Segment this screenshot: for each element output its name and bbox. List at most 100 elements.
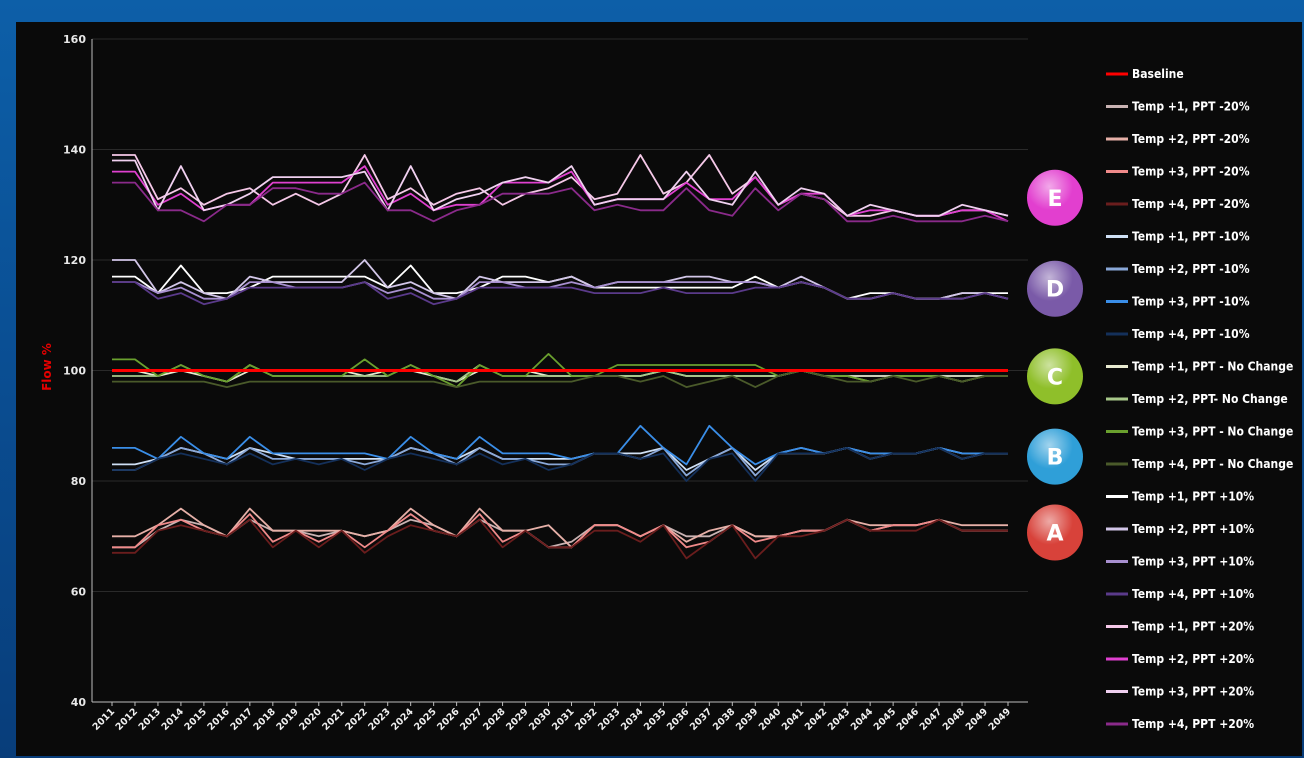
legend-label: Temp +4, PPT -20% bbox=[1132, 197, 1250, 211]
legend-item: Temp +4, PPT - No Change bbox=[1106, 457, 1293, 471]
x-tick-label: 2045 bbox=[872, 706, 898, 732]
x-tick-label: 2030 bbox=[527, 706, 554, 733]
chart-frame: Flow % 40 60 80 100 120 140 160 2011 2012 2013 201… bbox=[16, 22, 1302, 756]
y-tick-label: 100 bbox=[63, 365, 86, 378]
x-tick-label: 2025 bbox=[412, 706, 438, 732]
legend-item: Temp +3, PPT -10% bbox=[1106, 295, 1250, 309]
x-tick-label: 2047 bbox=[918, 706, 944, 732]
badge-c: C bbox=[1027, 348, 1083, 405]
legend-label: Temp +3, PPT - No Change bbox=[1132, 425, 1293, 439]
legend-item: Temp +2, PPT +10% bbox=[1106, 522, 1254, 536]
x-tick-label: 2043 bbox=[826, 706, 852, 732]
series-line-temp-4-ppt-20 bbox=[112, 518, 1008, 560]
legend-label: Temp +1, PPT -10% bbox=[1132, 230, 1250, 244]
x-tick-label: 2046 bbox=[895, 706, 922, 733]
x-tick-label: 2014 bbox=[160, 706, 187, 733]
badge-b: B bbox=[1027, 428, 1083, 485]
badge-a: A bbox=[1027, 504, 1083, 561]
x-tick-label: 2012 bbox=[114, 706, 140, 732]
x-tick-label: 2040 bbox=[757, 706, 784, 733]
legend-label: Baseline bbox=[1132, 67, 1184, 81]
legend-item: Temp +3, PPT +10% bbox=[1106, 555, 1254, 569]
series-line-temp-1-ppt-10 bbox=[112, 264, 1008, 300]
series-line-temp-1-ppt-20 bbox=[112, 154, 1009, 217]
x-tick-label: 2017 bbox=[228, 706, 254, 732]
x-tick-label: 2028 bbox=[481, 706, 508, 733]
x-tick-label: 2039 bbox=[734, 706, 760, 732]
y-tick-label: 120 bbox=[63, 254, 86, 267]
x-tick-label: 2038 bbox=[711, 706, 738, 733]
x-tick-label: 2019 bbox=[274, 706, 300, 732]
legend-label: Temp +4, PPT +20% bbox=[1132, 717, 1254, 731]
legend-item: Temp +2, PPT -20% bbox=[1106, 132, 1250, 146]
badge-e: E bbox=[1027, 169, 1083, 226]
legend-label: Temp +3, PPT +20% bbox=[1132, 685, 1254, 699]
series-line-temp-4-ppt-20 bbox=[112, 181, 1009, 223]
badge-gloss bbox=[1027, 428, 1083, 485]
x-tick-label: 2033 bbox=[596, 706, 622, 732]
legend-label: Temp +1, PPT -20% bbox=[1132, 100, 1250, 114]
legend-label: Temp +3, PPT -10% bbox=[1132, 295, 1250, 309]
series-line-temp-3-ppt-10 bbox=[112, 281, 1009, 300]
x-tick-label: 2036 bbox=[665, 706, 692, 733]
x-tick-label: 2048 bbox=[941, 706, 968, 733]
legend-label: Temp +4, PPT - No Change bbox=[1132, 457, 1293, 471]
legend-item: Temp +4, PPT +20% bbox=[1106, 717, 1254, 731]
x-tick-label: 2022 bbox=[343, 706, 369, 732]
badge-gloss bbox=[1027, 504, 1083, 561]
x-tick-label: 2034 bbox=[619, 706, 646, 733]
series-line-temp-4-ppt-10 bbox=[112, 446, 1008, 482]
badge-gloss bbox=[1027, 260, 1083, 317]
x-tick-label: 2029 bbox=[504, 706, 530, 732]
series-lines bbox=[112, 154, 1009, 560]
legend-label: Temp +2, PPT +10% bbox=[1132, 522, 1254, 536]
legend-item: Temp +2, PPT- No Change bbox=[1106, 392, 1288, 406]
axes: Flow % 406080100120140160201120122013201… bbox=[40, 33, 1028, 733]
badge-label: B bbox=[1047, 446, 1064, 471]
y-tick-label: 40 bbox=[71, 696, 87, 709]
legend-item: Temp +2, PPT +20% bbox=[1106, 652, 1254, 666]
legend-item: Temp +4, PPT +10% bbox=[1106, 587, 1254, 601]
y-axis-label: Flow % bbox=[40, 343, 54, 391]
x-tick-label: 2016 bbox=[206, 706, 233, 733]
legend-item: Temp +3, PPT -20% bbox=[1106, 165, 1250, 179]
legend-label: Temp +4, PPT -10% bbox=[1132, 327, 1250, 341]
legend-label: Temp +3, PPT -20% bbox=[1132, 165, 1250, 179]
x-tick-label: 2032 bbox=[573, 706, 599, 732]
series-line-temp-3-ppt-10 bbox=[112, 424, 1008, 466]
x-tick-label: 2049 bbox=[964, 706, 990, 732]
legend-label: Temp +2, PPT -10% bbox=[1132, 262, 1250, 276]
legend-item: Temp +1, PPT -10% bbox=[1106, 230, 1250, 244]
legend-label: Temp +1, PPT +10% bbox=[1132, 490, 1254, 504]
legend-item: Temp +1, PPT -20% bbox=[1106, 100, 1250, 114]
x-tick-label: 2037 bbox=[688, 706, 714, 732]
legend-label: Temp +1, PPT - No Change bbox=[1132, 360, 1293, 374]
y-tick-label: 80 bbox=[71, 475, 87, 488]
group-badges: E D C B A bbox=[1027, 169, 1083, 561]
badge-d: D bbox=[1027, 260, 1083, 317]
badge-label: C bbox=[1047, 365, 1063, 390]
series-line-temp-2-ppt-20 bbox=[112, 507, 1008, 549]
legend-label: Temp +2, PPT +20% bbox=[1132, 652, 1254, 666]
legend-label: Temp +1, PPT +20% bbox=[1132, 620, 1254, 634]
series-line-temp-2-ppt-20 bbox=[112, 165, 1009, 223]
y-tick-label: 140 bbox=[63, 144, 86, 157]
legend-label: Temp +4, PPT +10% bbox=[1132, 587, 1254, 601]
legend-label: Temp +3, PPT +10% bbox=[1132, 555, 1254, 569]
legend-item: Temp +3, PPT +20% bbox=[1106, 685, 1254, 699]
legend-item: Temp +2, PPT -10% bbox=[1106, 262, 1250, 276]
x-tick-label: 2031 bbox=[550, 706, 576, 732]
legend-label: Temp +2, PPT- No Change bbox=[1132, 392, 1288, 406]
legend-item: Baseline bbox=[1106, 67, 1184, 81]
legend-item: Temp +3, PPT - No Change bbox=[1106, 425, 1293, 439]
series-line-temp-1-ppt-20 bbox=[112, 518, 1008, 549]
series-line-temp-4-ppt-10 bbox=[112, 281, 1009, 306]
badge-label: E bbox=[1047, 187, 1062, 212]
x-tick-label: 2042 bbox=[803, 706, 829, 732]
y-tick-label: 60 bbox=[71, 586, 87, 599]
x-tick-label: 2013 bbox=[137, 706, 163, 732]
x-tick-label: 2020 bbox=[297, 706, 324, 733]
badge-label: A bbox=[1046, 522, 1063, 547]
legend: Baseline Temp +1, PPT -20% Temp +2, PPT -2… bbox=[1106, 67, 1293, 731]
series-line-temp-4-ppt-no-change bbox=[112, 369, 1008, 389]
